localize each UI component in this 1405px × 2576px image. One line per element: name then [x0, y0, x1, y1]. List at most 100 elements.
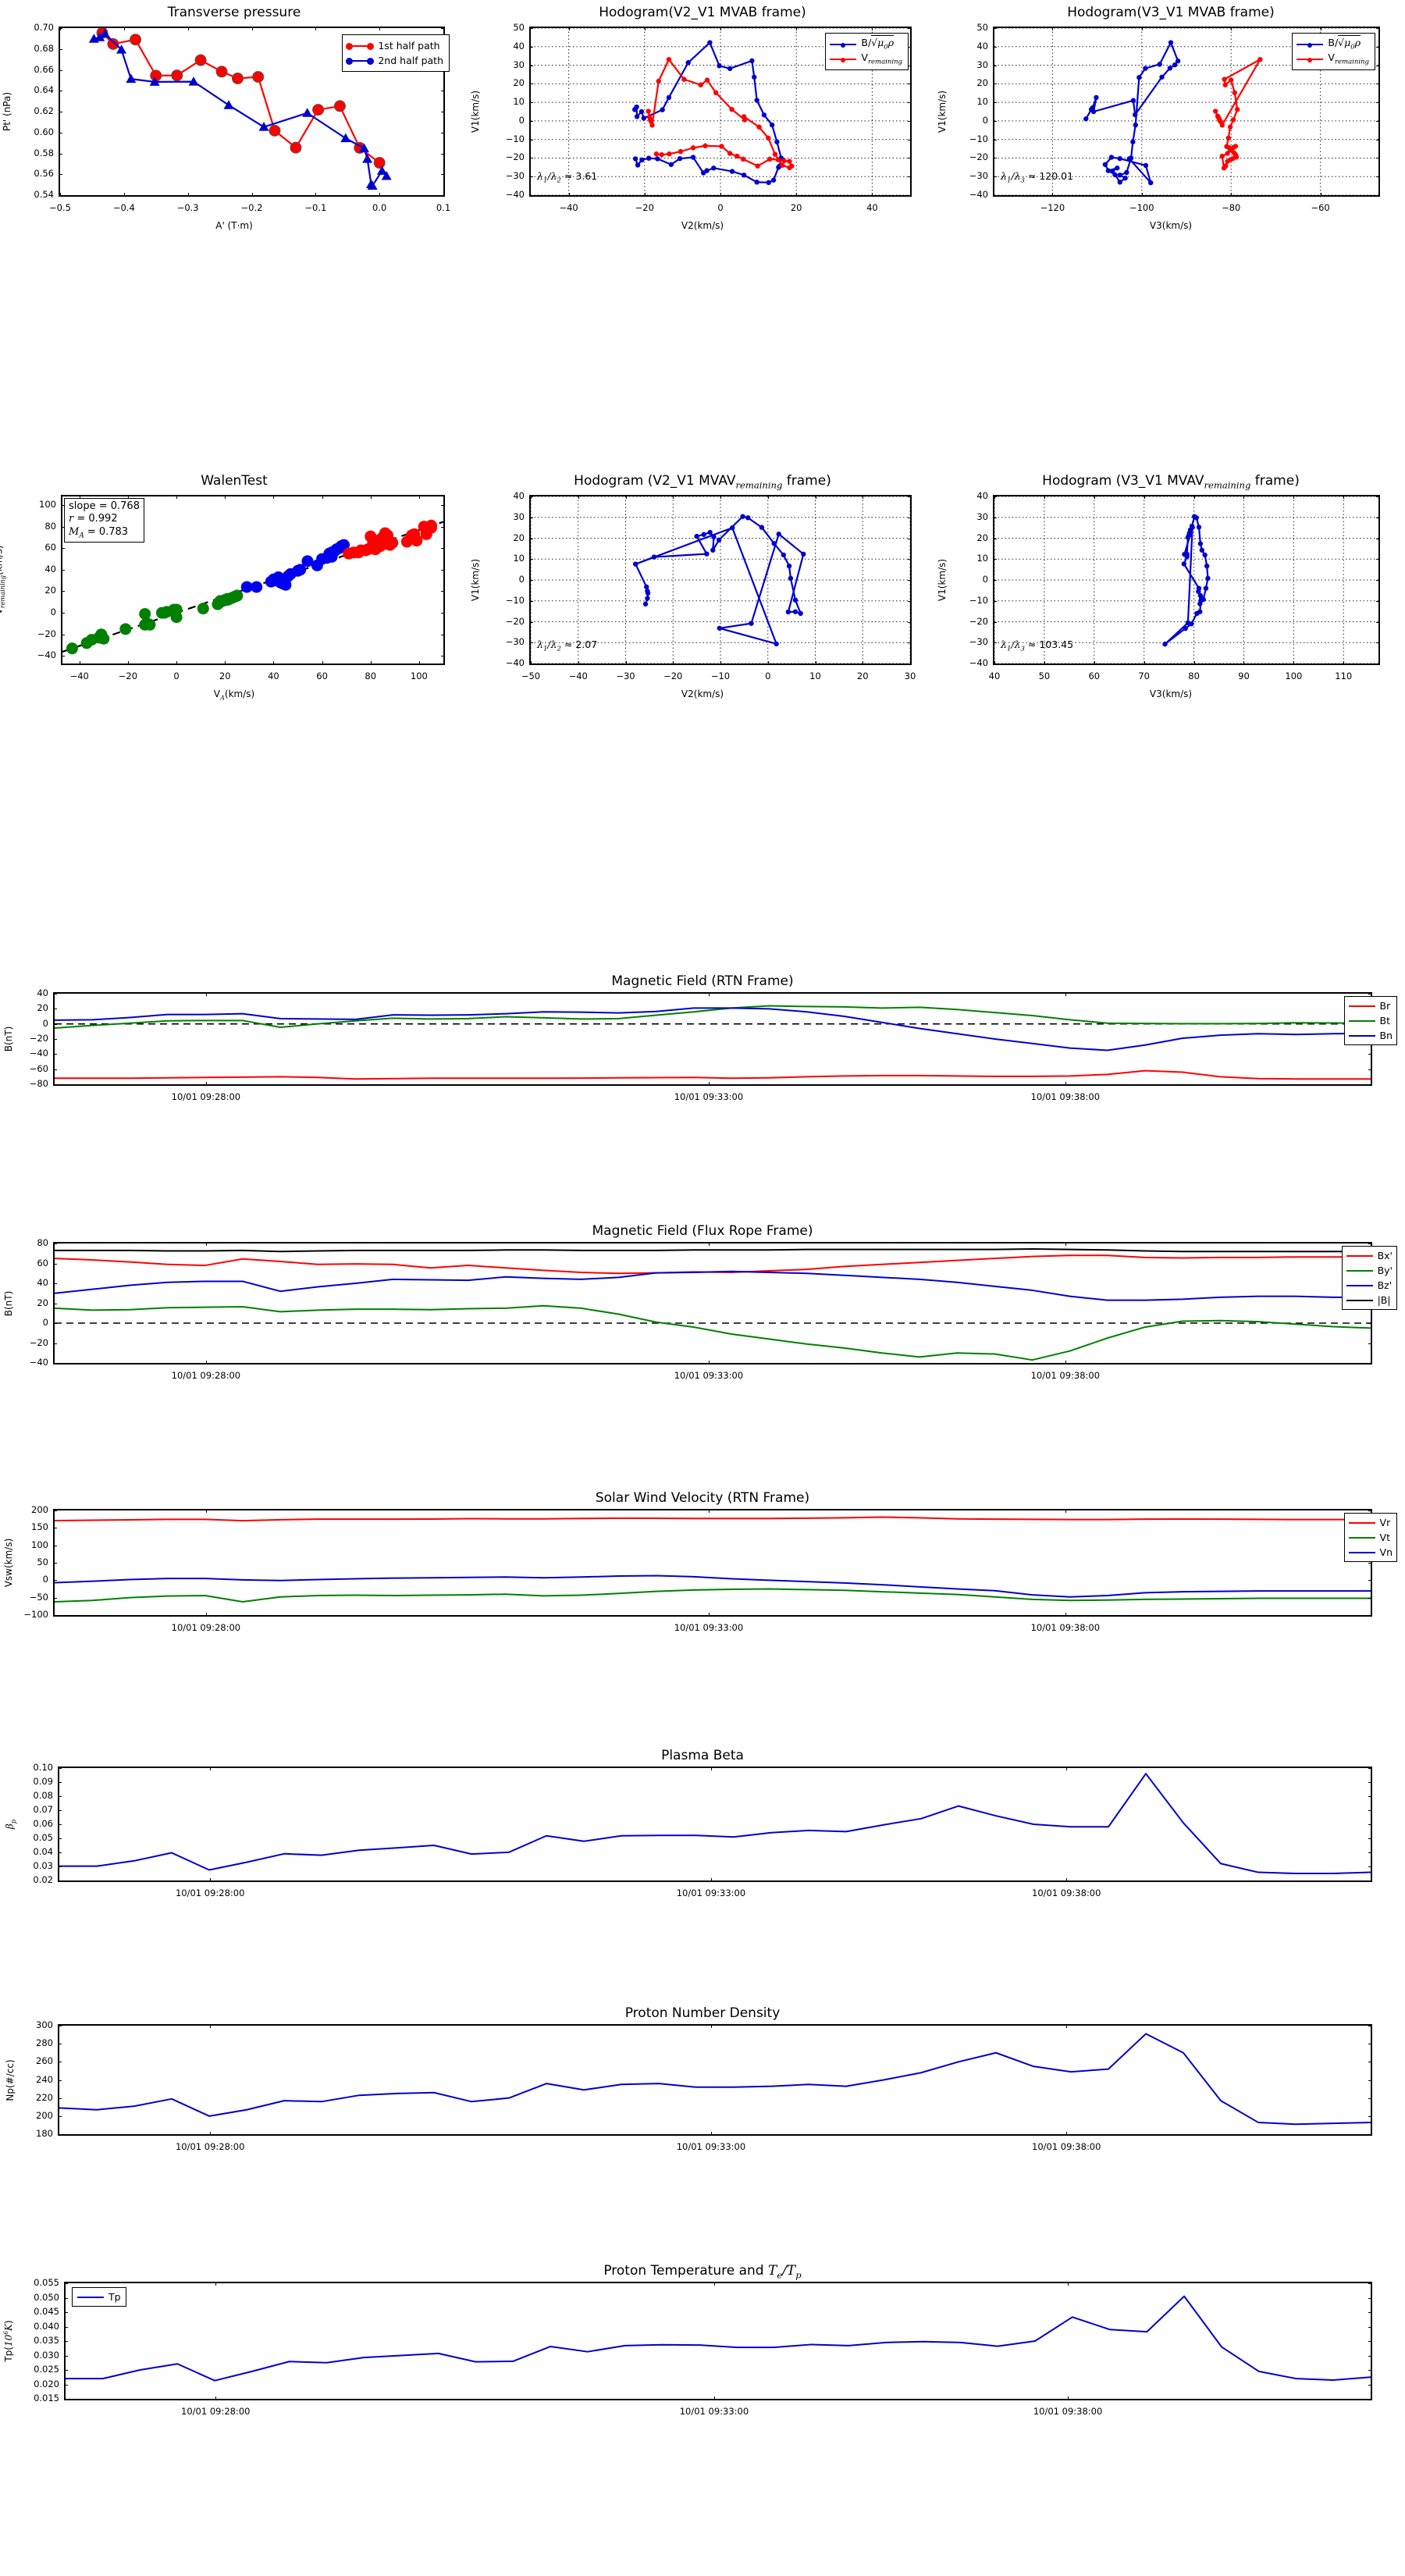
y-tick-label-plasma-beta-5: 0.07: [33, 1804, 53, 1815]
y-tick-label-proton-number-density-2: 220: [36, 2091, 53, 2103]
y-tick-mark-right-walen-test-7: [441, 505, 445, 507]
y-tick-label-hodogram-v3v1-mvav-3: −10: [969, 594, 988, 606]
legend-item-solar-wind-velocity-0[interactable]: Vr: [1348, 1515, 1393, 1530]
y-tick-mark-right-hodogram-v2v1-mvab-9: [908, 28, 912, 29]
legend-item-proton-temperature-0[interactable]: Tp: [77, 2290, 121, 2304]
x-tick-label-proton-number-density-1: 10/01 09:33:00: [676, 2141, 746, 2152]
y-tick-label-hodogram-v3v1-mvav-2: −20: [969, 615, 988, 627]
x-tick-label-walen-test-7: 100: [410, 671, 428, 681]
y-axis-label-hodogram-v2v1-mvab: V1(km/s): [470, 90, 481, 133]
y-tick-label-solar-wind-velocity-2: 0: [42, 1574, 48, 1585]
y-tick-label-hodogram-v2v1-mvav-5: 10: [513, 553, 525, 564]
x-tick-mark-top-hodogram-v3v1-mvav-2: [1094, 495, 1095, 499]
x-tick-mark-solar-wind-velocity-2: [1065, 1613, 1066, 1617]
legend-proton-temperature: Tp: [72, 2287, 126, 2307]
y-tick-mark-hodogram-v2v1-mvav-1: [529, 642, 533, 644]
y-tick-mark-right-proton-number-density-2: [1368, 2097, 1372, 2099]
y-tick-mark-right-hodogram-v3v1-mvab-4: [1376, 120, 1380, 122]
legend-item-magnetic-field-flux-rope-3[interactable]: |B|: [1346, 1293, 1393, 1308]
x-tick-mark-top-plasma-beta-2: [1066, 1767, 1068, 1770]
y-tick-mark-right-magnetic-field-flux-rope-0: [1368, 1363, 1372, 1364]
x-tick-label-solar-wind-velocity-2: 10/01 09:38:00: [1030, 1622, 1101, 1633]
y-tick-mark-right-hodogram-v2v1-mvab-0: [908, 195, 912, 196]
legend-item-magnetic-field-rtn-2[interactable]: Bn: [1348, 1028, 1393, 1043]
x-tick-mark-top-hodogram-v2v1-mvav-0: [531, 495, 532, 499]
y-axis-label-hodogram-v3v1-mvab: V1(km/s): [937, 90, 948, 133]
legend-label-solar-wind-velocity-2: Vn: [1379, 1546, 1393, 1558]
y-tick-label-transverse-pressure-8: 0.70: [34, 22, 54, 33]
y-tick-label-plasma-beta-1: 0.03: [33, 1860, 53, 1871]
legend-item-hodogram-v3v1-mvab-0[interactable]: B/√μ0ρ: [1297, 35, 1369, 52]
y-tick-label-proton-number-density-6: 300: [36, 2019, 53, 2030]
x-tick-label-magnetic-field-flux-rope-1: 10/01 09:33:00: [674, 1370, 744, 1381]
x-tick-label-hodogram-v2v1-mvav-1: −40: [568, 671, 588, 681]
x-tick-mark-hodogram-v3v1-mvav-7: [1343, 661, 1345, 665]
x-tick-mark-walen-test-6: [370, 661, 372, 665]
x-tick-label-magnetic-field-rtn-1: 10/01 09:33:00: [674, 1091, 744, 1102]
legend-item-magnetic-field-rtn-1[interactable]: Bt: [1348, 1013, 1393, 1028]
legend-item-solar-wind-velocity-1[interactable]: Vt: [1348, 1530, 1393, 1545]
legend-item-solar-wind-velocity-2[interactable]: Vn: [1348, 1545, 1393, 1560]
x-tick-mark-plasma-beta-1: [710, 1878, 712, 1882]
panel-title-proton-temperature: Proton Temperature and Te/Tp: [603, 2263, 802, 2281]
x-tick-label-walen-test-5: 60: [316, 671, 328, 681]
y-tick-label-walen-test-1: −20: [37, 628, 56, 639]
legend-item-magnetic-field-flux-rope-2[interactable]: Bz': [1346, 1278, 1393, 1293]
legend-item-hodogram-v3v1-mvab-1[interactable]: Vremaining: [1297, 52, 1369, 66]
legend-item-transverse-pressure-1[interactable]: 2nd half path: [346, 53, 443, 68]
plot-area-proton-temperature: [64, 2282, 1372, 2400]
x-tick-mark-top-transverse-pressure-6: [443, 27, 444, 30]
y-tick-mark-right-solar-wind-velocity-6: [1368, 1510, 1372, 1511]
x-tick-label-solar-wind-velocity-1: 10/01 09:33:00: [674, 1622, 744, 1633]
panel-title-solar-wind-velocity: Solar Wind Velocity (RTN Frame): [595, 1490, 810, 1506]
x-tick-label-proton-number-density-0: 10/01 09:28:00: [175, 2141, 245, 2152]
x-tick-mark-proton-temperature-1: [713, 2396, 715, 2400]
legend-magnetic-field-rtn: Br Bt Bn: [1343, 996, 1397, 1045]
y-tick-mark-hodogram-v3v1-mvab-1: [993, 176, 997, 178]
x-tick-label-hodogram-v2v1-mvab-0: −40: [559, 202, 578, 213]
y-axis-label-magnetic-field-flux-rope: B(nT): [3, 1290, 14, 1316]
x-tick-mark-top-walen-test-1: [127, 495, 129, 499]
x-tick-mark-top-proton-number-density-0: [210, 2024, 212, 2028]
y-tick-label-proton-temperature-1: 0.020: [34, 2378, 59, 2389]
x-tick-label-transverse-pressure-1: −0.4: [112, 202, 135, 213]
y-tick-mark-right-hodogram-v3v1-mvav-3: [1376, 600, 1380, 602]
legend-swatch-hodogram-v3v1-mvab-1: [1297, 57, 1324, 62]
legend-item-magnetic-field-rtn-0[interactable]: Br: [1348, 998, 1393, 1013]
legend-swatch-hodogram-v2v1-mvab-0: [830, 42, 857, 48]
legend-item-hodogram-v2v1-mvab-0[interactable]: B/√μ0ρ: [830, 35, 902, 52]
y-tick-mark-right-proton-temperature-3: [1368, 2355, 1372, 2357]
x-tick-mark-hodogram-v2v1-mvab-2: [720, 193, 721, 197]
x-tick-mark-top-hodogram-v2v1-mvab-3: [796, 27, 798, 30]
x-tick-label-plasma-beta-2: 10/01 09:38:00: [1032, 1888, 1101, 1898]
y-tick-label-magnetic-field-flux-rope-3: 20: [37, 1297, 48, 1308]
y-tick-mark-transverse-pressure-1: [59, 174, 62, 176]
y-tick-mark-right-plasma-beta-2: [1368, 1852, 1372, 1853]
y-tick-mark-plasma-beta-1: [58, 1866, 62, 1867]
legend-item-transverse-pressure-0[interactable]: 1st half path: [346, 38, 443, 53]
panel-title-proton-number-density: Proton Number Density: [624, 2005, 781, 2021]
plot-area-magnetic-field-flux-rope: [53, 1242, 1372, 1364]
legend-swatch-transverse-pressure-0: [346, 43, 375, 50]
y-tick-mark-right-proton-temperature-6: [1368, 2312, 1372, 2313]
y-tick-mark-hodogram-v2v1-mvav-2: [529, 621, 533, 623]
x-tick-mark-top-hodogram-v2v1-mvav-2: [625, 495, 627, 499]
panel-title-hodogram-v2v1-mvav: Hodogram (V2_V1 MVAVremaining frame): [574, 473, 831, 491]
y-tick-label-transverse-pressure-1: 0.56: [34, 168, 54, 180]
legend-item-magnetic-field-flux-rope-1[interactable]: By': [1346, 1263, 1393, 1278]
legend-item-magnetic-field-flux-rope-0[interactable]: Bx': [1346, 1248, 1393, 1263]
x-tick-mark-top-hodogram-v2v1-mvav-3: [673, 495, 674, 499]
x-tick-label-proton-temperature-2: 10/01 09:38:00: [1033, 2406, 1103, 2417]
x-tick-mark-top-hodogram-v2v1-mvab-0: [568, 27, 570, 30]
y-tick-mark-right-proton-temperature-4: [1368, 2341, 1372, 2342]
y-tick-mark-right-magnetic-field-rtn-0: [1368, 1084, 1372, 1085]
y-tick-mark-solar-wind-velocity-2: [53, 1580, 57, 1582]
y-tick-label-magnetic-field-flux-rope-0: −40: [29, 1357, 48, 1368]
x-tick-mark-top-hodogram-v3v1-mvab-1: [1141, 27, 1143, 30]
y-axis-label-plasma-beta: βp: [4, 1819, 17, 1830]
x-tick-mark-top-walen-test-2: [176, 495, 178, 499]
y-tick-label-plasma-beta-0: 0.02: [33, 1874, 53, 1885]
x-tick-mark-magnetic-field-rtn-2: [1065, 1082, 1066, 1086]
legend-item-hodogram-v2v1-mvab-1[interactable]: Vremaining: [830, 52, 902, 66]
y-tick-mark-right-walen-test-6: [441, 526, 445, 528]
